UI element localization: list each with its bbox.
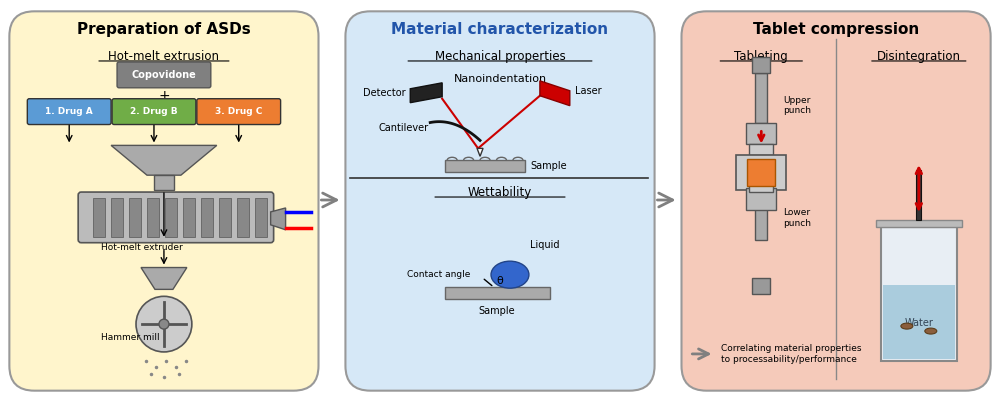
- Ellipse shape: [491, 261, 529, 288]
- Polygon shape: [410, 83, 442, 103]
- Bar: [876, 220, 962, 227]
- Text: Disintegration: Disintegration: [877, 50, 961, 62]
- Bar: [752, 278, 770, 294]
- Bar: [129, 198, 141, 237]
- Bar: [746, 122, 776, 144]
- Text: Material characterization: Material characterization: [391, 22, 609, 37]
- Bar: [881, 227, 957, 361]
- Text: Hot-melt extruder: Hot-melt extruder: [101, 243, 183, 252]
- FancyBboxPatch shape: [27, 99, 111, 124]
- Text: Cantilever: Cantilever: [378, 124, 428, 134]
- Text: Hot-melt extrusion: Hot-melt extrusion: [108, 50, 219, 62]
- FancyArrowPatch shape: [692, 349, 709, 359]
- Text: 2. Drug B: 2. Drug B: [130, 107, 178, 116]
- Bar: [111, 198, 123, 237]
- FancyBboxPatch shape: [681, 11, 991, 391]
- Bar: [755, 73, 767, 122]
- Bar: [165, 198, 177, 237]
- Bar: [237, 198, 249, 237]
- Text: Water: Water: [904, 318, 933, 328]
- Text: Tablet compression: Tablet compression: [753, 22, 919, 37]
- FancyBboxPatch shape: [112, 99, 196, 124]
- FancyArrowPatch shape: [657, 193, 673, 207]
- Text: Wettability: Wettability: [468, 186, 532, 198]
- Bar: [746, 188, 776, 210]
- Text: Laser: Laser: [575, 86, 601, 96]
- Ellipse shape: [901, 323, 913, 329]
- Text: Hammer mill: Hammer mill: [101, 332, 160, 342]
- FancyBboxPatch shape: [78, 192, 274, 243]
- Bar: [183, 198, 195, 237]
- Circle shape: [136, 296, 192, 352]
- Text: Sample: Sample: [530, 161, 567, 171]
- Bar: [219, 198, 231, 237]
- Text: Detector: Detector: [363, 88, 405, 98]
- Circle shape: [159, 319, 169, 329]
- Ellipse shape: [925, 328, 937, 334]
- Text: Preparation of ASDs: Preparation of ASDs: [77, 22, 251, 37]
- Text: θ: θ: [497, 276, 503, 286]
- Bar: [916, 170, 921, 220]
- Polygon shape: [111, 145, 217, 175]
- Bar: [755, 190, 767, 240]
- Text: 1. Drug A: 1. Drug A: [45, 107, 93, 116]
- Bar: [752, 57, 770, 73]
- Polygon shape: [271, 208, 286, 230]
- Polygon shape: [540, 81, 570, 106]
- Bar: [749, 144, 773, 155]
- Text: Tableting: Tableting: [734, 50, 788, 62]
- Bar: [201, 198, 213, 237]
- Bar: [93, 198, 105, 237]
- Text: Correlating material properties
to processability/performance: Correlating material properties to proce…: [721, 344, 862, 364]
- FancyBboxPatch shape: [9, 11, 319, 391]
- Text: Nanoindentation: Nanoindentation: [453, 74, 547, 84]
- Text: Mechanical properties: Mechanical properties: [435, 50, 565, 62]
- Polygon shape: [445, 287, 550, 299]
- Bar: [749, 181, 773, 192]
- Polygon shape: [445, 160, 525, 172]
- Bar: [147, 198, 159, 237]
- Polygon shape: [154, 175, 174, 190]
- Bar: [883, 285, 955, 359]
- FancyBboxPatch shape: [197, 99, 281, 124]
- Text: Copovidone: Copovidone: [132, 70, 196, 80]
- Text: +: +: [158, 89, 170, 103]
- Bar: [255, 198, 267, 237]
- Text: Contact angle: Contact angle: [407, 270, 470, 279]
- Bar: [747, 159, 775, 186]
- Text: Sample: Sample: [479, 306, 515, 316]
- Text: Upper
punch: Upper punch: [783, 96, 811, 115]
- FancyBboxPatch shape: [345, 11, 655, 391]
- Bar: [736, 155, 786, 190]
- Polygon shape: [477, 148, 483, 156]
- Polygon shape: [141, 268, 187, 289]
- Text: 3. Drug C: 3. Drug C: [215, 107, 262, 116]
- FancyBboxPatch shape: [117, 62, 211, 88]
- Text: Liquid: Liquid: [530, 240, 559, 250]
- Text: Lower
punch: Lower punch: [783, 208, 811, 228]
- FancyArrowPatch shape: [321, 193, 337, 207]
